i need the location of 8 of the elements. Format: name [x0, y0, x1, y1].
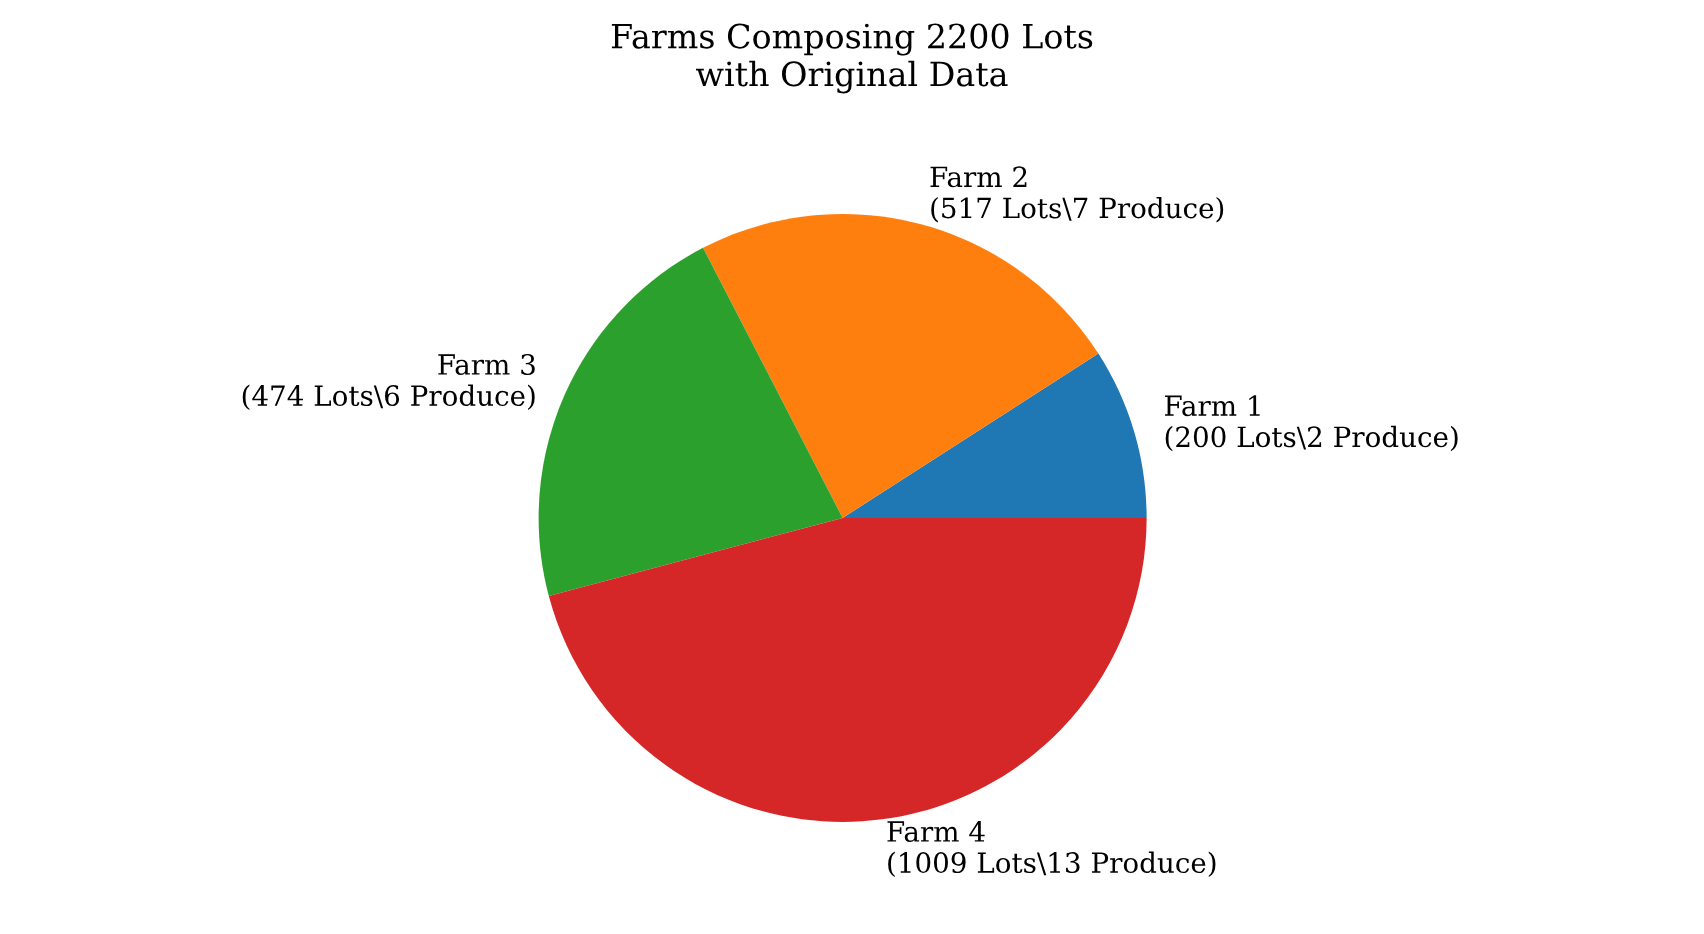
slice-label: Farm 4 (1009 Lots\13 Produce)	[887, 821, 1216, 878]
slice-label: Farm 1 (200 Lots\2 Produce)	[1165, 395, 1458, 452]
pie-slice	[548, 517, 1147, 822]
pie-slice	[538, 247, 843, 597]
slice-label: Farm 2 (517 Lots\7 Produce)	[930, 166, 1224, 223]
pie-slice	[842, 353, 1147, 518]
slice-label: Farm 3 (474 Lots\6 Produce)	[242, 353, 535, 411]
chart-title: Farms Composing 2200 Lots with Original Data	[611, 23, 1093, 94]
